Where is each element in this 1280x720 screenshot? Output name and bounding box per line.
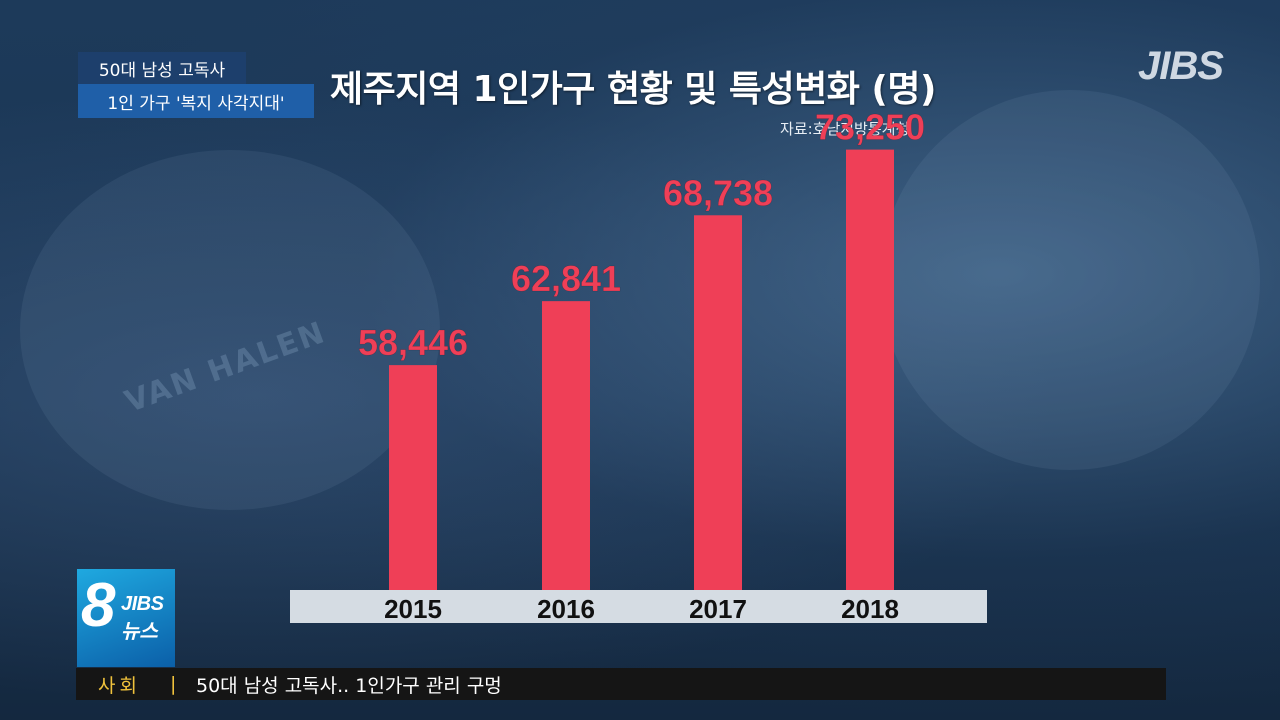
caption-subtitle: 1인 가구 '복지 사각지대' <box>78 84 314 118</box>
bar-2015 <box>389 365 437 590</box>
value-label-2018: 73,250 <box>815 107 925 148</box>
value-label-2015: 58,446 <box>358 322 468 363</box>
ticker-headline: 50대 남성 고독사.. 1인가구 관리 구멍 <box>196 674 502 697</box>
chart-source: 자료:호남지방통계청 <box>780 120 910 138</box>
x-tick-2018: 2018 <box>841 594 899 624</box>
caption-topic: 50대 남성 고독사 <box>78 52 246 84</box>
ticker-category: 사회 <box>98 674 141 697</box>
axis-band <box>290 590 987 623</box>
ticker-separator: | <box>170 673 177 695</box>
x-tick-2016: 2016 <box>537 594 595 624</box>
bar-2016 <box>542 301 590 590</box>
background-figure-right <box>880 90 1260 470</box>
x-tick-2017: 2017 <box>689 594 747 624</box>
badge-number: 8 <box>81 571 116 640</box>
badge-logo: JIBS <box>121 593 164 615</box>
badge-label: 뉴스 <box>121 619 158 643</box>
broadcaster-logo: JIBS <box>1138 44 1224 88</box>
bar-2018 <box>846 149 894 590</box>
bar-2017 <box>694 215 742 590</box>
news-ticker: 사회 | 50대 남성 고독사.. 1인가구 관리 구멍 <box>76 668 1166 700</box>
value-label-2017: 68,738 <box>663 172 773 213</box>
x-tick-2015: 2015 <box>384 594 442 624</box>
value-label-2016: 62,841 <box>511 258 621 299</box>
background-figure-left <box>20 150 440 510</box>
news-badge: 8 JIBS 뉴스 <box>77 569 175 667</box>
chart-title: 제주지역 1인가구 현황 및 특성변화 (명) <box>330 69 936 110</box>
